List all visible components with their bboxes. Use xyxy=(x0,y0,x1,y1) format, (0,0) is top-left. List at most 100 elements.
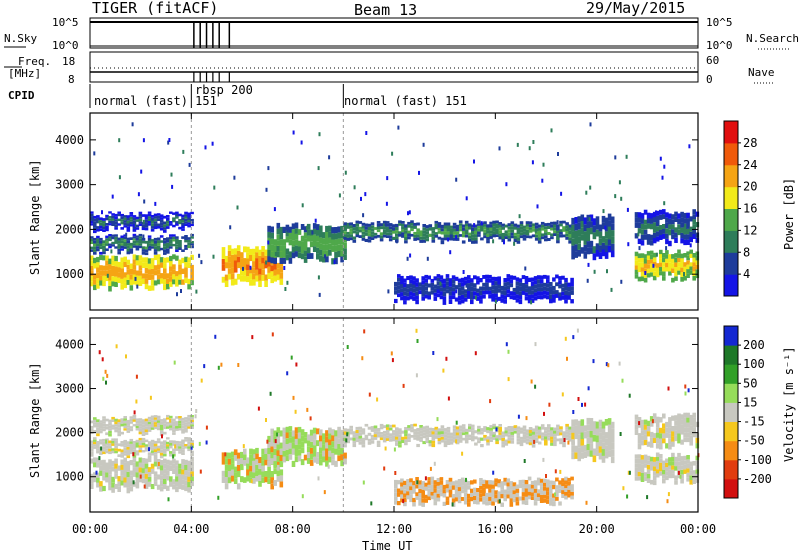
echo-scatter xyxy=(364,192,367,197)
echo-cell xyxy=(246,469,250,476)
echo-cell xyxy=(187,439,191,442)
echo-cell xyxy=(401,439,405,443)
echo-cell xyxy=(129,441,134,444)
echo-cell xyxy=(589,450,594,457)
echo-cell xyxy=(561,295,565,300)
echo-cell xyxy=(273,442,277,449)
echo-cell xyxy=(640,267,645,272)
echo-cell xyxy=(495,441,499,445)
echo-cell xyxy=(153,417,158,420)
echo-cell xyxy=(556,233,560,237)
echo-cell xyxy=(485,501,489,506)
echo-cell xyxy=(652,466,657,472)
echo-scatter xyxy=(426,256,429,261)
echo-cell xyxy=(477,440,481,444)
echo-cell xyxy=(686,223,690,229)
echo-cell xyxy=(601,435,606,443)
echo-cell xyxy=(463,297,468,302)
echo-cell xyxy=(291,436,296,443)
echo-cell xyxy=(431,431,436,435)
echo-cell xyxy=(404,442,408,446)
echo-cell xyxy=(634,471,639,477)
echo-cell xyxy=(539,486,544,491)
echo-cell xyxy=(233,449,238,456)
echo-scatter xyxy=(465,283,468,288)
echo-cell xyxy=(129,451,134,455)
echo-cell xyxy=(491,484,495,489)
echo-cell xyxy=(297,426,302,433)
echo-cell xyxy=(340,244,344,251)
echo-cell xyxy=(528,224,533,227)
echo-cell xyxy=(686,477,690,482)
echo-cell xyxy=(486,436,490,440)
echo-cell xyxy=(114,473,118,479)
echo-cell xyxy=(512,291,517,296)
echo-cell xyxy=(668,219,672,225)
echo-cell xyxy=(93,251,97,255)
echo-cell xyxy=(132,220,137,224)
echo-cell xyxy=(455,231,460,235)
echo-cell xyxy=(96,267,100,273)
echo-cell xyxy=(665,462,669,468)
echo-scatter xyxy=(564,336,567,341)
echo-scatter xyxy=(406,256,409,261)
echo-cell xyxy=(595,229,600,237)
echo-cell xyxy=(689,466,693,471)
echo-cell xyxy=(163,224,167,228)
echo-cell xyxy=(692,229,696,235)
echo-cell xyxy=(322,439,326,445)
echo-cell xyxy=(398,220,402,224)
echo-cell xyxy=(102,444,106,447)
echo-scatter xyxy=(638,246,641,251)
echo-cell xyxy=(184,223,188,226)
echo-cell xyxy=(671,268,675,273)
echo-cell xyxy=(90,220,94,224)
echo-cell xyxy=(227,268,232,274)
echo-cell xyxy=(562,229,566,232)
echo-cell xyxy=(504,427,509,431)
echo-cell xyxy=(574,419,578,426)
echo-cell xyxy=(388,229,393,233)
echo-cell xyxy=(439,488,444,493)
echo-cell xyxy=(680,232,684,239)
echo-cell xyxy=(677,461,681,466)
echo-cell xyxy=(282,456,287,463)
echo-cell xyxy=(398,234,402,237)
echo-cell xyxy=(601,455,606,463)
echo-cell xyxy=(674,271,678,277)
echo-cell xyxy=(294,456,299,463)
echo-cell xyxy=(565,426,569,430)
echo-cell xyxy=(364,223,369,227)
echo-cell xyxy=(255,252,259,259)
echo-cell xyxy=(516,432,521,436)
echo-cell xyxy=(533,288,538,293)
echo-cell xyxy=(564,476,568,481)
echo-cell xyxy=(172,451,176,454)
echo-cell xyxy=(392,230,396,234)
echo-cell xyxy=(105,265,109,271)
echo-cell xyxy=(413,431,417,435)
echo-cell xyxy=(141,427,146,431)
echo-cell xyxy=(662,423,666,429)
echo-cell xyxy=(567,286,571,292)
echo-cell xyxy=(273,263,277,270)
echo-cell xyxy=(153,419,158,423)
echo-cell xyxy=(540,224,545,228)
echo-scatter xyxy=(397,125,400,130)
echo-cell xyxy=(141,278,146,285)
echo-cell xyxy=(674,216,678,222)
echo-cell xyxy=(665,212,669,218)
echo-cell xyxy=(561,494,565,498)
echo-cell xyxy=(276,427,281,433)
echo-cell xyxy=(224,452,229,459)
echo-cell xyxy=(646,255,651,260)
echo-cell xyxy=(159,225,164,228)
echo-scatter xyxy=(442,368,445,373)
echo-cell xyxy=(601,222,606,230)
echo-cell xyxy=(659,249,663,255)
echo-cell xyxy=(169,241,173,244)
echo-cell xyxy=(488,492,492,497)
echo-cell xyxy=(367,230,372,234)
echo-scatter xyxy=(344,170,347,175)
echo-cell xyxy=(610,223,615,231)
